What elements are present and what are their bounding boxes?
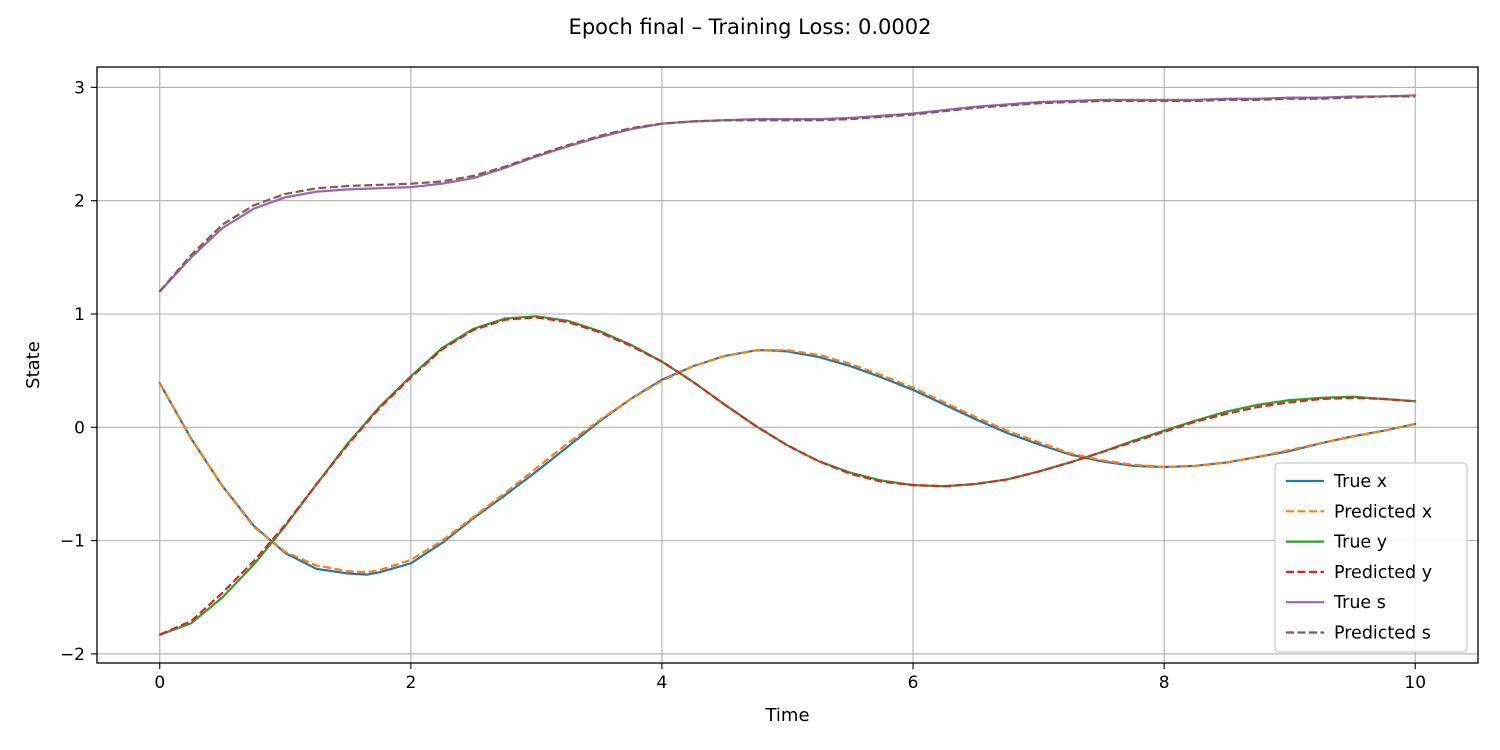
series-line-predicted-y [159, 316, 1416, 636]
legend-label: Predicted x [1334, 502, 1432, 522]
chart-title: Epoch final – Training Loss: 0.0002 [569, 15, 932, 39]
x-tick-label: 4 [657, 673, 668, 693]
legend: True x Predicted x True y Predicted y True s… [1274, 462, 1468, 653]
legend-label: Predicted s [1334, 624, 1431, 644]
series-line-predicted-x [158, 349, 1416, 574]
series-line-true-s [158, 94, 1417, 293]
x-axis-label: Time [764, 705, 809, 726]
legend-label: Predicted y [1334, 563, 1432, 583]
y-axis-label: State [23, 341, 44, 389]
y-tick-label: 2 [74, 192, 85, 212]
plot-area-frame [96, 66, 1479, 664]
x-tick-label: 6 [908, 673, 919, 693]
grid [97, 67, 1478, 663]
y-tick-label: −1 [60, 532, 85, 552]
x-tick-label: 10 [1404, 673, 1426, 693]
legend-label: True s [1333, 593, 1386, 613]
y-tick-label: 1 [74, 305, 85, 325]
x-tick-label: 2 [405, 673, 416, 693]
y-tick-label: −2 [60, 645, 85, 665]
legend-label: True y [1333, 533, 1387, 553]
series-lines [158, 94, 1417, 636]
x-tick-label: 0 [154, 673, 165, 693]
axis-ticks: 0 2 4 6 8 10 −2 −1 0 1 2 3 [60, 78, 1426, 693]
series-line-predicted-s [158, 95, 1416, 293]
legend-label: True x [1333, 472, 1387, 492]
x-tick-label: 8 [1159, 673, 1170, 693]
y-tick-label: 3 [74, 78, 85, 98]
y-tick-label: 0 [74, 418, 85, 438]
